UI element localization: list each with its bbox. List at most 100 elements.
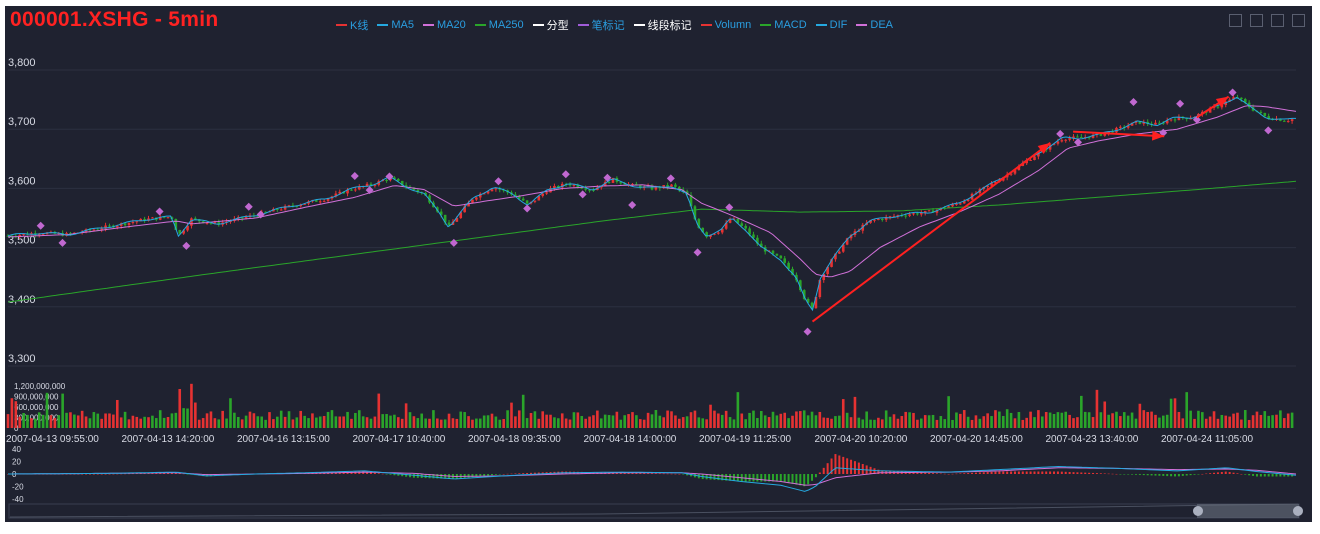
volume-bar xyxy=(615,411,619,428)
volume-bar xyxy=(564,418,568,428)
volume-bar xyxy=(37,412,41,428)
fractal-marker xyxy=(350,171,359,180)
candle-body xyxy=(190,218,193,226)
fractal-marker xyxy=(449,238,458,247)
macd-bar xyxy=(986,472,989,474)
legend-swatch xyxy=(700,24,712,26)
candle-body xyxy=(115,225,119,228)
volume-bar xyxy=(385,414,388,428)
save-image-icon[interactable] xyxy=(1292,14,1305,27)
legend-item-1[interactable]: MA5 xyxy=(377,17,414,33)
volume-bar xyxy=(233,412,236,428)
macd-bar xyxy=(1123,474,1126,475)
volume-bar xyxy=(459,411,463,428)
volume-bar xyxy=(236,416,240,428)
volume-bar xyxy=(635,415,638,428)
candle-body xyxy=(1103,133,1107,136)
legend-item-9[interactable]: DIF xyxy=(815,17,847,33)
candle-body xyxy=(1033,156,1036,160)
legend-item-4[interactable]: 分型 xyxy=(532,17,569,33)
candle-body xyxy=(1052,143,1056,145)
volume-bar xyxy=(619,419,623,428)
candle-body xyxy=(611,177,615,183)
volume-bar xyxy=(1201,412,1204,428)
volume-bar xyxy=(514,416,517,428)
volume-bar xyxy=(693,410,697,428)
candle-body xyxy=(291,205,295,207)
legend-swatch xyxy=(633,24,645,26)
restore-icon[interactable] xyxy=(1271,14,1284,27)
volume-bar xyxy=(252,413,256,428)
candle-body xyxy=(908,214,911,216)
macd-bar xyxy=(1115,473,1118,475)
volume-bar xyxy=(174,412,178,428)
volume-bar xyxy=(115,399,119,428)
candle-body xyxy=(787,262,790,269)
zoom-select-icon[interactable] xyxy=(1229,14,1242,27)
volume-bar xyxy=(580,416,584,428)
macd-bar xyxy=(1107,473,1110,475)
macd-bar xyxy=(1232,472,1235,474)
legend-item-2[interactable]: MA20 xyxy=(422,17,466,33)
macd-bar xyxy=(1103,473,1106,474)
volume-bar xyxy=(717,413,720,428)
fractal-marker xyxy=(666,174,675,183)
volume-bar xyxy=(869,419,872,428)
macd-bar xyxy=(779,474,782,482)
candle-body xyxy=(303,203,306,205)
volume-bar xyxy=(162,417,166,428)
fractal-marker xyxy=(561,170,570,179)
volume-bar xyxy=(424,418,427,428)
macd-bar xyxy=(108,473,111,475)
volume-bar xyxy=(568,419,572,428)
candle-body xyxy=(880,219,884,221)
zoom-reset-icon[interactable] xyxy=(1250,14,1263,27)
macd-bar xyxy=(974,472,977,474)
macd-bar xyxy=(932,473,935,474)
candle-body xyxy=(1080,136,1083,138)
legend-item-8[interactable]: MACD xyxy=(760,17,807,33)
candle-body xyxy=(537,195,541,201)
legend-item-5[interactable]: 笔标记 xyxy=(577,17,625,33)
volume-bar xyxy=(494,416,498,428)
candle-body xyxy=(1130,122,1134,126)
volume-bar xyxy=(303,415,306,428)
dea-line xyxy=(8,467,1297,486)
volume-bar xyxy=(201,418,205,428)
volume-bar xyxy=(307,418,310,428)
volume-bar xyxy=(1150,411,1153,428)
macd-bar xyxy=(369,472,372,474)
legend-label: Volumn xyxy=(714,19,752,31)
candle-body xyxy=(143,218,146,221)
macd-bar xyxy=(1244,474,1247,475)
volume-bar xyxy=(822,417,826,428)
volume-bar xyxy=(1224,415,1228,428)
macd-bar xyxy=(85,474,88,475)
volume-bar xyxy=(119,417,123,428)
volume-bar xyxy=(436,418,439,428)
volume-bar xyxy=(404,403,408,428)
volume-bar xyxy=(272,419,275,428)
macd-bar xyxy=(1010,471,1013,474)
legend-item-3[interactable]: MA250 xyxy=(474,17,524,33)
macd-bar xyxy=(666,473,669,475)
volume-bar xyxy=(1216,418,1220,428)
volume-bar xyxy=(1119,416,1122,428)
macd-bar xyxy=(1228,472,1231,474)
legend-item-0[interactable]: K线 xyxy=(336,17,368,33)
macd-bar xyxy=(1154,474,1157,476)
volume-bar xyxy=(861,419,865,428)
legend-item-7[interactable]: Volumn xyxy=(700,17,752,33)
legend-item-10[interactable]: DEA xyxy=(856,17,893,33)
candle-body xyxy=(717,232,720,234)
legend-item-6[interactable]: 线段标记 xyxy=(633,17,692,33)
candle-body xyxy=(412,187,416,190)
candle-body xyxy=(158,216,162,220)
candle-body xyxy=(404,185,408,187)
candle-body xyxy=(1161,122,1165,124)
volume-bar xyxy=(689,412,693,428)
volume-bar xyxy=(834,416,837,428)
candle-body xyxy=(1189,118,1192,120)
candle-body xyxy=(623,183,626,185)
